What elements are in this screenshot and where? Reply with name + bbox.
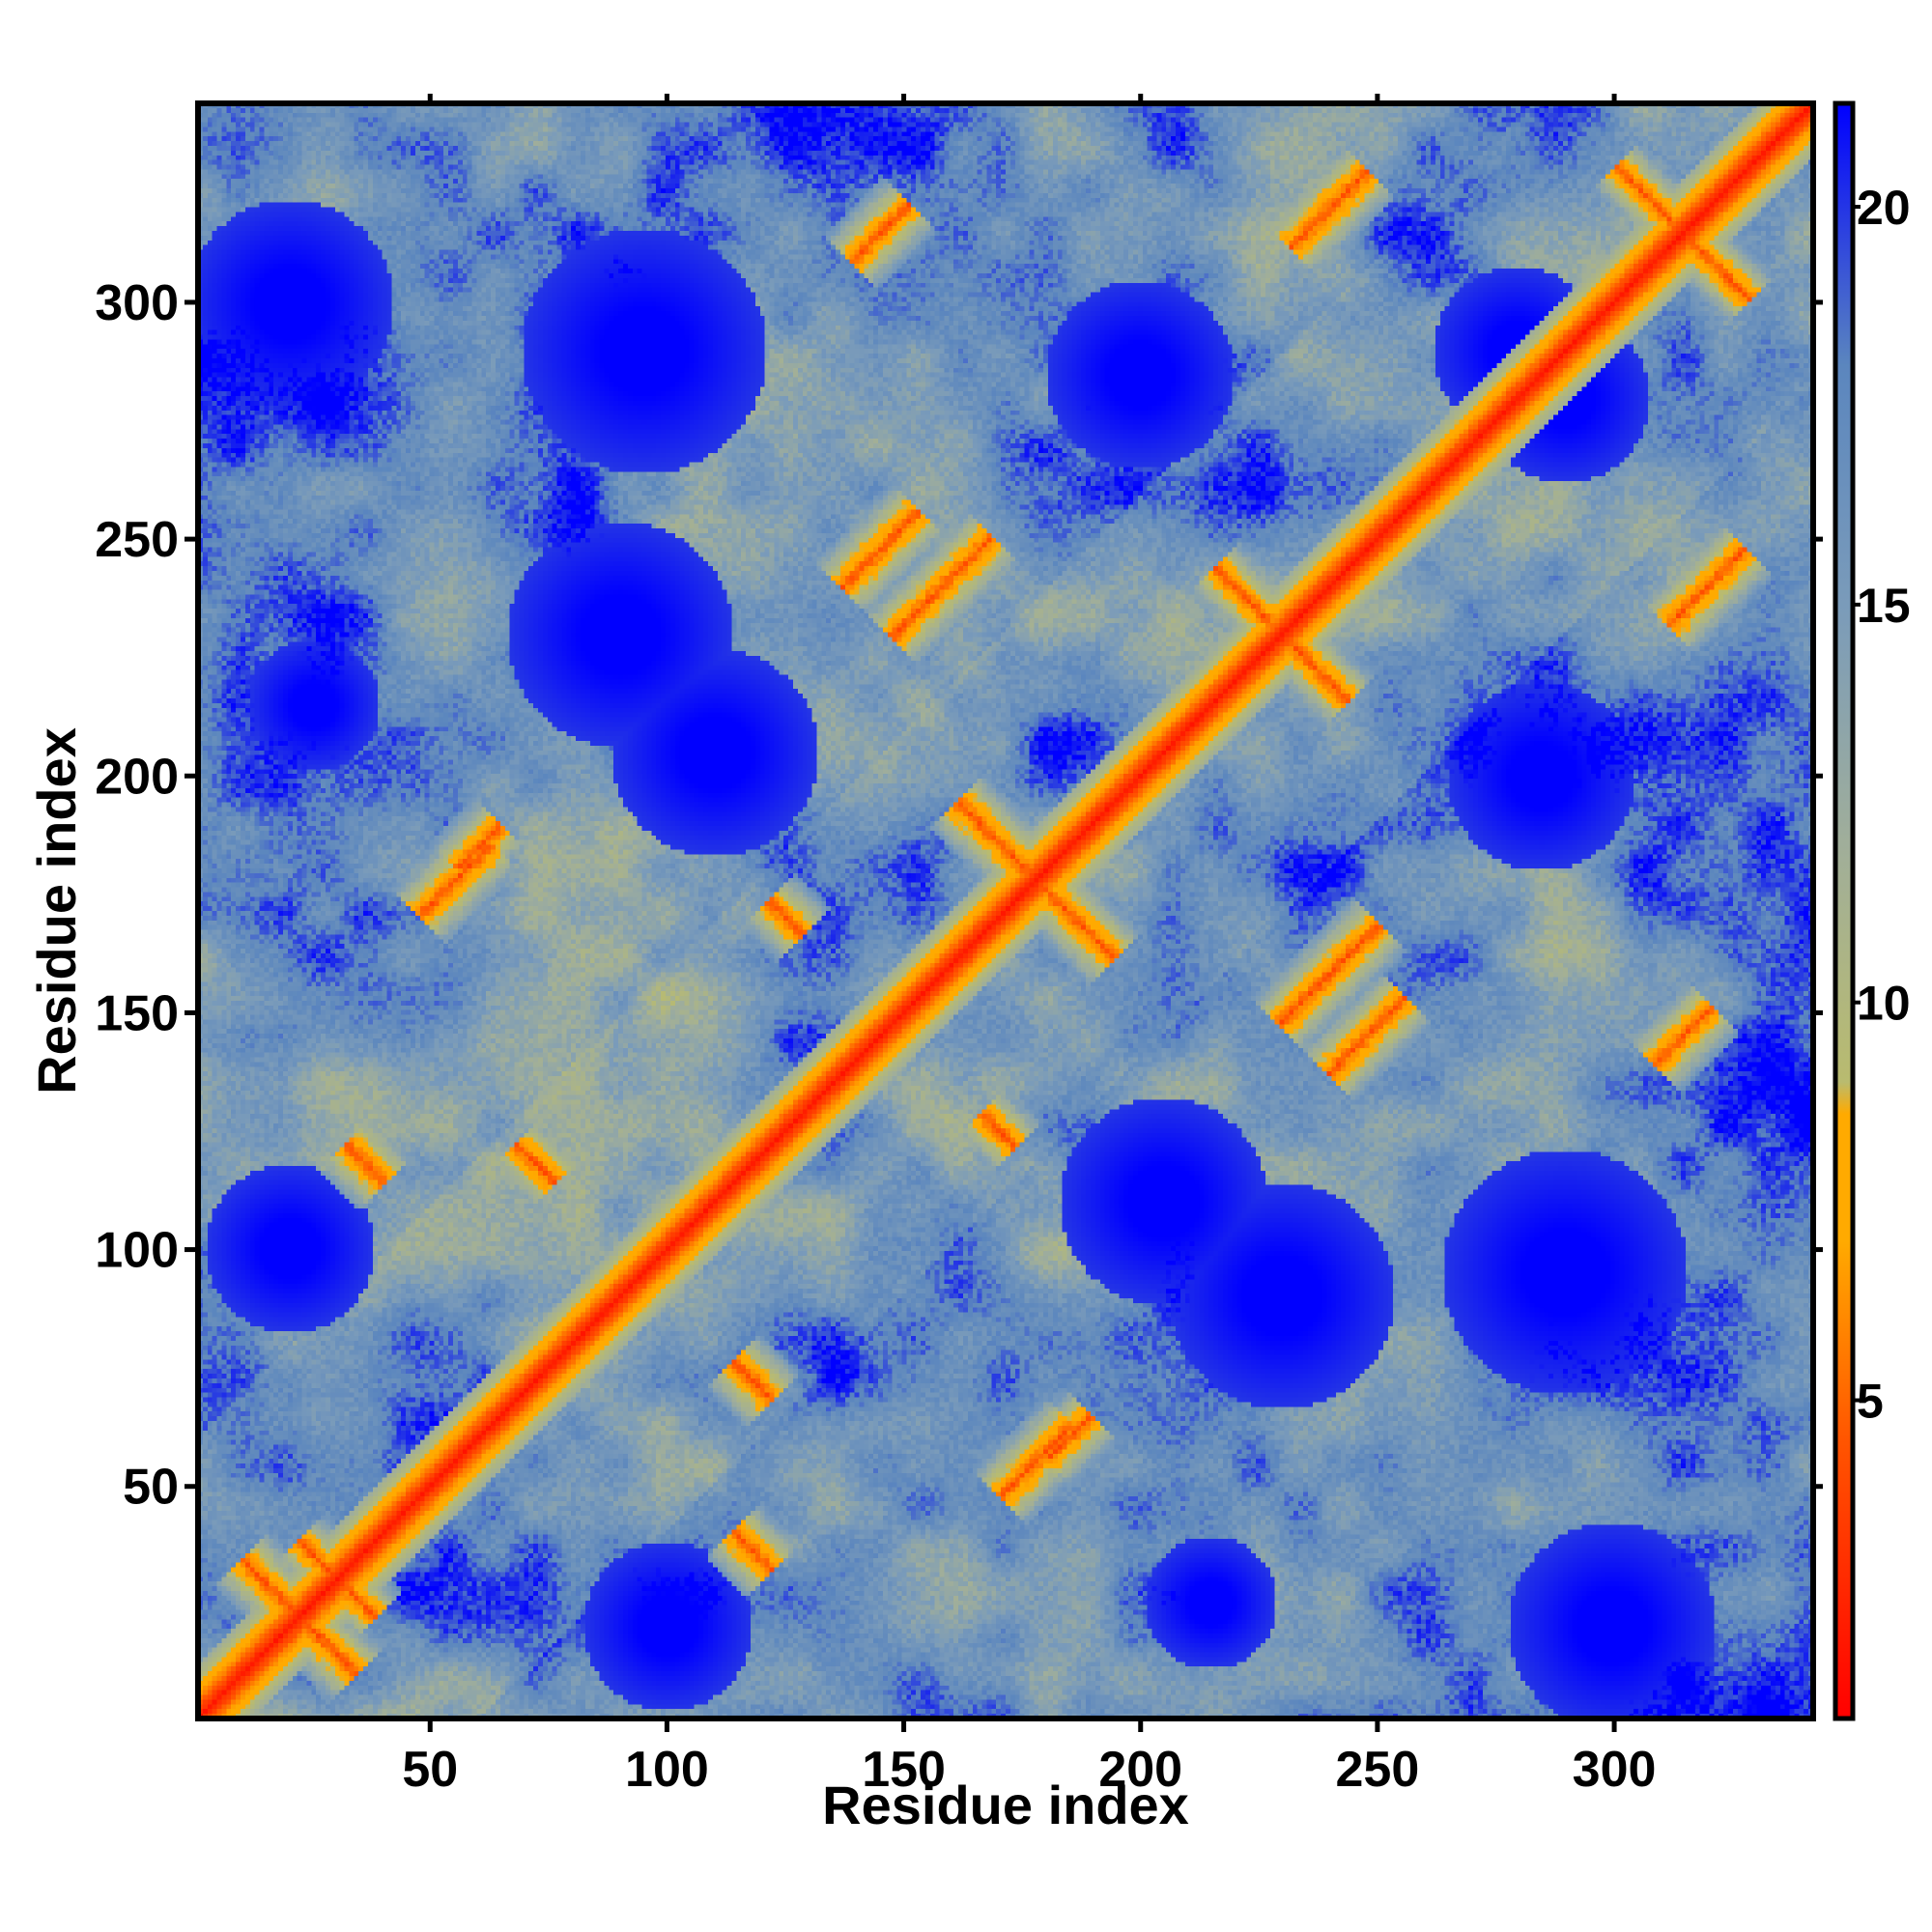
colorbar-tick-label: 5 [1857,1375,1884,1429]
y-tick-label: 150 [95,985,179,1041]
colorbar-tick-label: 20 [1857,181,1911,235]
x-axis: 50 100 150 200 250 300 [402,94,1656,1798]
x-axis-label: Residue index [822,1775,1189,1835]
y-tick-label: 250 [95,512,179,568]
y-axis: 50 100 150 200 250 300 [95,275,1823,1516]
plot-frame [195,100,1816,1721]
y-tick-label: 100 [95,1223,179,1279]
y-axis-label: Residue index [26,727,87,1094]
x-tick-label: 250 [1336,1742,1420,1798]
colorbar: 5 10 15 20 [1833,100,1911,1721]
colorbar-ticks: 5 10 15 20 [1853,181,1911,1429]
colorbar-tick-label: 10 [1857,977,1911,1031]
y-tick-label: 50 [123,1460,179,1516]
colorbar-fill [1835,103,1853,1719]
heatmap-cells [198,103,1813,1719]
colorbar-tick-label: 15 [1857,579,1911,633]
y-tick-label: 200 [95,749,179,805]
plot-area [195,100,1816,1721]
x-tick-label: 200 [1098,1742,1182,1798]
colorbar-frame [1833,100,1856,1721]
x-tick-label: 50 [402,1742,458,1798]
x-tick-label: 150 [862,1742,946,1798]
y-tick-label: 300 [95,275,179,331]
x-tick-label: 100 [625,1742,709,1798]
x-tick-label: 300 [1573,1742,1657,1798]
